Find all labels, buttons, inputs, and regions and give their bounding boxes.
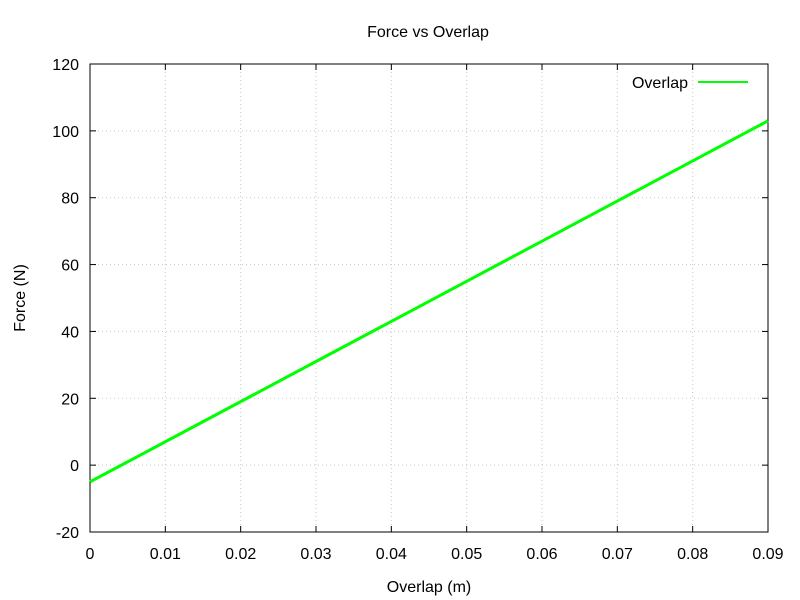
legend-label: Overlap — [632, 75, 688, 92]
x-tick-label: 0 — [86, 546, 95, 563]
y-tick-label: 100 — [52, 124, 79, 141]
x-tick-label: 0.07 — [602, 546, 633, 563]
series-layer — [89, 119, 769, 484]
y-tick-label: 20 — [61, 391, 79, 408]
y-tick-label: -20 — [56, 525, 79, 542]
x-tick-label: 0.03 — [300, 546, 331, 563]
grid — [90, 64, 768, 532]
plot-frame — [89, 63, 769, 533]
x-tick-label: 0.01 — [150, 546, 181, 563]
x-tick-label: 0.05 — [451, 546, 482, 563]
x-tick-label: 0.02 — [225, 546, 256, 563]
x-tick-label: 0.08 — [677, 546, 708, 563]
y-axis: -20 0 20 40 60 80 100 120 — [52, 57, 768, 542]
series-line-overlap — [89, 119, 769, 484]
legend: Overlap — [632, 75, 748, 92]
y-tick-label: 80 — [61, 191, 79, 208]
x-tick-label: 0.09 — [752, 546, 783, 563]
x-axis-label: Overlap (m) — [387, 579, 471, 596]
x-tick-label: 0.06 — [526, 546, 557, 563]
chart-title: Force vs Overlap — [367, 24, 489, 41]
y-tick-label: 120 — [52, 57, 79, 74]
x-tick-label: 0.04 — [376, 546, 407, 563]
y-axis-label: Force (N) — [12, 264, 29, 332]
y-tick-label: 60 — [61, 258, 79, 275]
y-tick-label: 40 — [61, 324, 79, 341]
x-axis: 0 0.01 0.02 0.03 0.04 0.05 0.06 0.07 0.08 0.09 — [86, 64, 784, 563]
y-tick-label: 0 — [70, 458, 79, 475]
